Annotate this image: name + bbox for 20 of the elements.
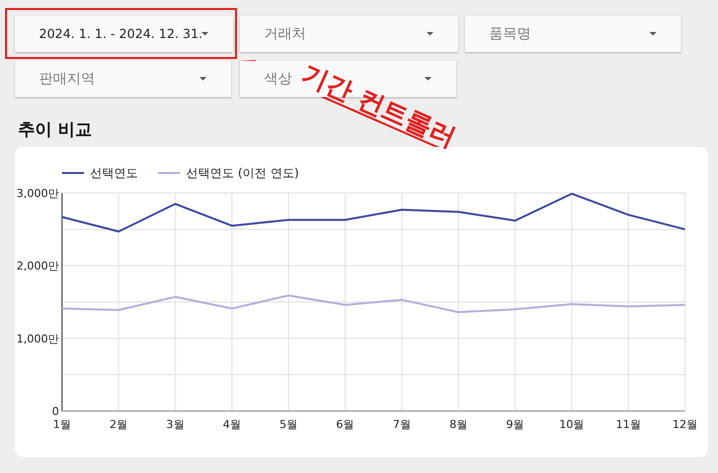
x-tick-label: 6월 xyxy=(336,418,354,431)
x-tick-label: 12월 xyxy=(672,418,698,431)
x-tick-label: 4월 xyxy=(222,418,241,431)
ytick: 1,000만 xyxy=(16,332,59,346)
x-tick-label: 11월 xyxy=(616,418,641,431)
legend-label: 선택연도 (이전 연도) xyxy=(186,166,299,180)
x-tick-label: 5월 xyxy=(280,418,298,431)
ytick: 0 xyxy=(52,405,59,418)
x-tick-label: 8월 xyxy=(449,418,468,431)
ytick: 3,000만 xyxy=(16,187,59,200)
chart-title: 추이 비교 xyxy=(18,119,92,141)
x-tick-label: 3월 xyxy=(166,418,184,431)
ytick: 2,000만 xyxy=(16,260,59,273)
x-tick-label: 9월 xyxy=(506,418,524,431)
x-tick-label: 10월 xyxy=(559,418,584,431)
x-tick-label: 7월 xyxy=(392,418,411,431)
x-tick-label: 2월 xyxy=(110,418,128,431)
legend-label: 선택연도 xyxy=(90,166,138,180)
line-series xyxy=(61,294,686,314)
x-tick-label: 1월 xyxy=(53,418,71,431)
